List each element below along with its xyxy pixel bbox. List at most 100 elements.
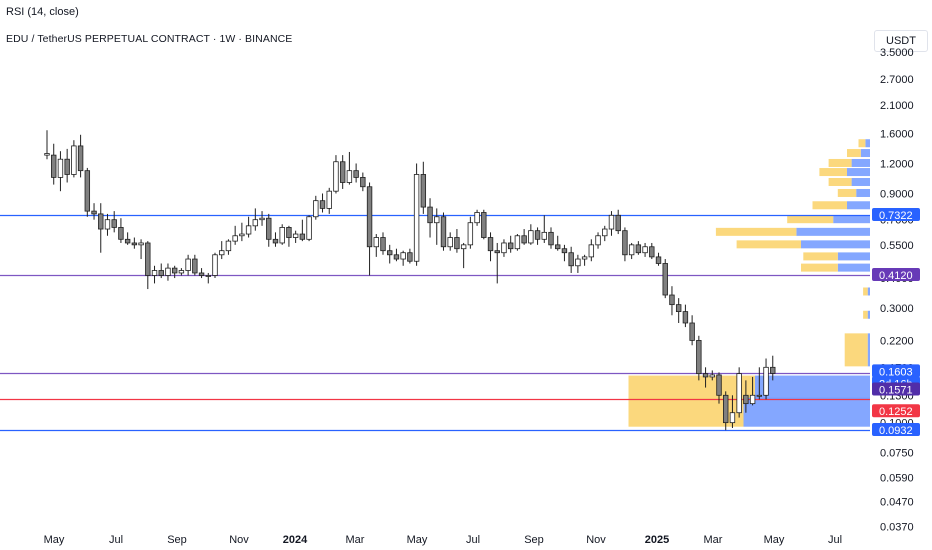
candle: [548, 227, 554, 249]
candle: [178, 268, 185, 276]
candle: [682, 304, 689, 328]
candle: [635, 241, 642, 255]
vp-bar-yellow: [844, 333, 868, 367]
candle: [313, 195, 319, 220]
price-tick-label: 0.2200: [880, 335, 914, 347]
time-tick-label: 2024: [283, 534, 308, 546]
candle: [474, 209, 480, 226]
candle: [756, 367, 763, 400]
vp-bar-yellow: [715, 227, 797, 236]
price-tick-label: 0.5500: [880, 240, 914, 252]
candle: [736, 367, 742, 418]
currency-button[interactable]: USDT: [874, 30, 928, 52]
candle: [581, 254, 588, 266]
time-tick-label: 2025: [645, 534, 669, 546]
candle: [91, 203, 97, 220]
candle: [77, 134, 84, 178]
candle: [487, 232, 494, 262]
candle: [373, 234, 379, 257]
price-tick-label: 0.1300: [880, 390, 914, 402]
candle: [239, 222, 245, 242]
vp-bar-yellow: [837, 188, 857, 197]
vp-bar-yellow: [828, 177, 852, 186]
svg-text:0.1252: 0.1252: [879, 406, 913, 418]
price-axis[interactable]: 3.50002.70002.10001.60001.20000.90000.70…: [880, 47, 914, 534]
candle: [165, 263, 171, 281]
volume-profile: [628, 139, 870, 427]
candle: [723, 391, 729, 431]
svg-text:0.1571: 0.1571: [879, 385, 913, 397]
price-label: 0.1252: [872, 404, 920, 418]
price-label: 0.0932: [872, 423, 920, 437]
price-label: 2d 16h: [872, 376, 920, 390]
candle: [145, 241, 151, 290]
candle: [649, 242, 655, 260]
time-tick-label: Nov: [586, 534, 606, 546]
vp-bar-blue: [867, 333, 870, 367]
svg-text:0.0932: 0.0932: [879, 425, 913, 437]
candle: [225, 239, 232, 255]
candle: [407, 248, 413, 264]
candle: [138, 239, 144, 260]
candle: [205, 272, 211, 284]
time-tick-label: Jul: [109, 534, 123, 546]
candle: [709, 370, 715, 381]
vp-bar-blue: [865, 139, 870, 148]
candle: [286, 225, 292, 247]
price-tick-label: 2.1000: [880, 100, 914, 112]
candle: [252, 208, 259, 231]
symbol-title: EDU / TetherUS PERPETUAL CONTRACT · 1W ·…: [6, 33, 293, 45]
candle: [743, 380, 749, 413]
candle: [575, 254, 581, 273]
price-tick-label: 0.0470: [880, 496, 914, 508]
candle: [98, 203, 104, 253]
candle: [420, 161, 427, 214]
candle: [232, 225, 238, 245]
time-axis[interactable]: May Jul Sep Nov 2024 Mar May Jul Sep Nov 2025 Mar Ma…: [44, 534, 842, 546]
horizontal-lines: [0, 214, 870, 432]
svg-text:0.7322: 0.7322: [879, 210, 913, 222]
price-label: 0.7322: [872, 208, 920, 222]
candle: [299, 219, 306, 242]
candle: [292, 230, 299, 243]
candle: [602, 225, 608, 242]
price-label: 0.4120: [872, 267, 920, 282]
candle: [393, 248, 400, 262]
indicator-label[interactable]: RSI (14, close): [6, 6, 79, 18]
candle: [749, 376, 756, 406]
vp-bar-blue: [860, 149, 870, 158]
candle: [279, 224, 285, 245]
candle: [521, 229, 527, 245]
vp-bar-blue: [867, 310, 870, 319]
candle: [669, 286, 675, 316]
candle: [124, 232, 131, 245]
time-tick-label: Sep: [524, 534, 544, 546]
vp-bar-blue: [851, 158, 870, 167]
candle: [628, 242, 635, 260]
candle: [763, 358, 769, 400]
price-tick-label: 1.2000: [880, 158, 914, 170]
candle: [454, 229, 460, 253]
candle: [413, 163, 420, 266]
price-tick-label: 2.7000: [880, 74, 914, 86]
candle: [770, 355, 776, 381]
candles: [44, 130, 776, 431]
candle: [662, 259, 668, 299]
candle: [460, 242, 467, 269]
vp-bar-blue: [867, 287, 870, 296]
price-label: 0.1603: [872, 364, 920, 378]
candle: [353, 163, 359, 183]
candle: [259, 211, 265, 226]
candle: [434, 208, 440, 245]
candle: [245, 216, 252, 238]
candle: [501, 239, 507, 257]
time-tick-label: Jul: [828, 534, 842, 546]
vp-bar-blue: [755, 375, 870, 399]
time-tick-label: May: [407, 534, 428, 546]
time-tick-label: Mar: [704, 534, 723, 546]
price-tick-label: 1.6000: [880, 128, 914, 140]
vp-bar-blue: [837, 263, 870, 272]
price-tick-label: 0.3000: [880, 303, 914, 315]
candle: [467, 216, 474, 249]
